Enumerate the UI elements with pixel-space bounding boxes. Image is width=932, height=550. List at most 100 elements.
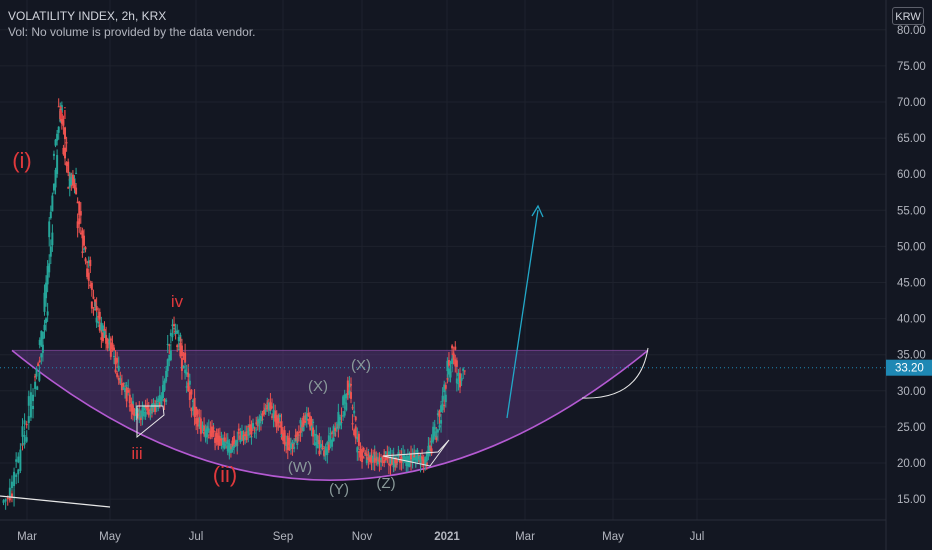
candle-body — [329, 433, 332, 435]
candle-body — [324, 450, 327, 456]
candle-body — [438, 410, 441, 417]
candle-body — [255, 429, 258, 431]
time-axis[interactable]: Mar May Jul Sep Nov 2021 Mar May Jul — [0, 519, 886, 543]
candle-body — [168, 344, 171, 346]
candle-body — [106, 339, 109, 349]
candle-body — [403, 457, 406, 462]
candle-body — [259, 415, 262, 419]
candle-body — [29, 404, 32, 418]
candle-body — [225, 442, 228, 444]
candle-body — [136, 413, 139, 417]
candle-body — [109, 342, 112, 357]
candle-body — [299, 420, 302, 424]
candle-body — [278, 414, 281, 418]
candle-body — [376, 461, 379, 465]
candle-body — [435, 435, 438, 440]
candle-body — [78, 218, 81, 225]
price-tick-label: 20.00 — [897, 458, 926, 470]
candle-body — [305, 419, 308, 421]
candle-body — [362, 448, 365, 451]
last-price-tag — [886, 359, 932, 376]
candle-body — [240, 439, 243, 441]
wave-label-gray: (Y) — [329, 481, 349, 498]
candle-body — [425, 451, 428, 462]
chart-grid — [0, 0, 886, 520]
candle-body — [97, 316, 100, 318]
candle-body — [293, 446, 296, 449]
candle-body — [391, 457, 394, 464]
candle-body — [252, 423, 255, 428]
candle-body — [116, 373, 119, 377]
symbol-title[interactable]: VOLATILITY INDEX, 2h, KRX — [8, 9, 167, 23]
candle-body — [375, 458, 378, 461]
candle-body — [119, 379, 122, 381]
price-tick-label: 30.00 — [897, 386, 926, 398]
candle-body — [424, 458, 427, 465]
candle-body — [222, 437, 225, 446]
candle-body — [64, 127, 67, 140]
candle-body — [52, 183, 55, 191]
candle-body — [65, 142, 68, 144]
candle-body — [443, 405, 446, 407]
candle-body — [367, 458, 370, 460]
candle-body — [90, 301, 93, 309]
candle-body — [313, 433, 316, 436]
candle-body — [67, 187, 70, 189]
candle-body — [187, 382, 190, 392]
candle-body — [345, 394, 348, 399]
candle-body — [204, 429, 207, 438]
candle-body — [168, 354, 171, 361]
candle-body — [29, 392, 32, 405]
candle-body — [454, 359, 457, 367]
candle-body — [459, 376, 462, 379]
candle-body — [185, 371, 188, 375]
price-axis[interactable]: 15.00 20.00 25.00 30.00 35.00 40.00 45.00 50.00… — [885, 0, 932, 550]
candle-body — [351, 423, 354, 425]
candle-body — [307, 412, 310, 417]
candle-body — [158, 394, 161, 402]
candle-body — [313, 443, 316, 446]
triangle-pattern-2 — [382, 439, 450, 467]
candle-body — [60, 105, 63, 113]
triangle-pattern-1 — [136, 405, 165, 439]
candle-body — [97, 321, 100, 323]
candle-body — [38, 360, 41, 362]
wave-label-gray: (X) — [308, 378, 328, 395]
candle-body — [236, 440, 239, 443]
currency-badge[interactable]: KRW — [892, 7, 924, 25]
candle-body — [17, 456, 20, 463]
candle-body — [270, 416, 273, 418]
candle-body — [48, 263, 51, 273]
candle-body — [422, 459, 425, 465]
candle-body — [414, 458, 417, 461]
candle-body — [384, 451, 387, 454]
price-tick-label: 80.00 — [897, 25, 926, 37]
candle-body — [163, 398, 166, 402]
cup-curve — [11, 349, 649, 481]
candle-body — [447, 360, 450, 366]
candle-body — [277, 418, 280, 424]
candle-body — [98, 324, 101, 331]
candle-body — [185, 386, 188, 388]
candle-body — [436, 429, 439, 433]
candle-body — [201, 426, 204, 428]
candle-body — [318, 450, 321, 455]
candle-body — [67, 161, 70, 173]
candle-body — [95, 305, 98, 311]
candle-body — [56, 133, 59, 141]
candle-body — [342, 415, 345, 417]
candle-body — [242, 437, 245, 439]
candle-body — [301, 425, 304, 427]
candle-body — [436, 413, 439, 416]
candle-body — [454, 346, 457, 350]
candle-body — [387, 463, 390, 465]
candle-body — [177, 336, 180, 342]
candle-body — [41, 344, 44, 353]
candle-body — [193, 404, 196, 418]
candle-body — [430, 440, 433, 443]
candle-body — [45, 318, 48, 324]
candle-body — [38, 372, 41, 381]
candle-body — [248, 424, 251, 432]
candle-body — [203, 431, 206, 435]
